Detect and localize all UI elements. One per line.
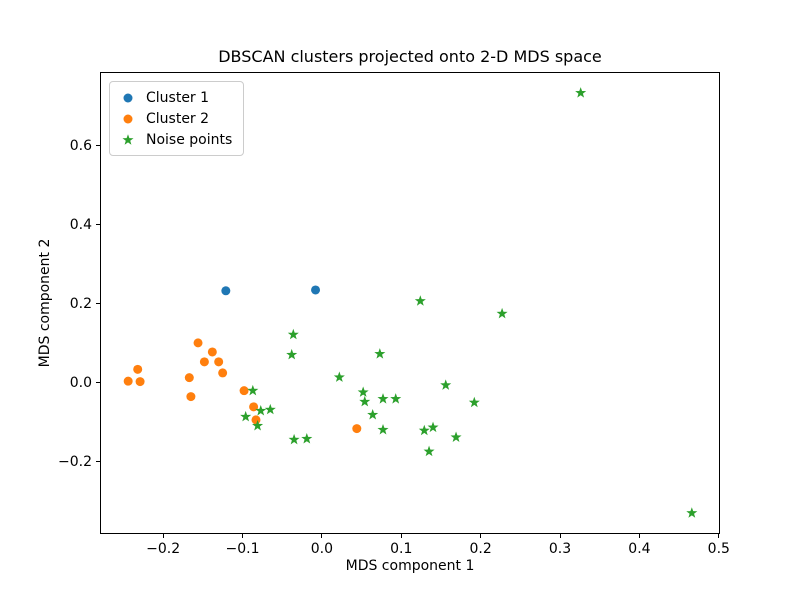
legend-item-noise-points: Noise points xyxy=(117,129,232,150)
y-tick-label: 0.6 xyxy=(69,137,92,154)
point-noise-points xyxy=(418,424,430,436)
point-cluster-2 xyxy=(184,373,194,383)
point-cluster-2 xyxy=(218,368,228,378)
legend-label: Cluster 2 xyxy=(146,110,210,127)
x-tick-label: 0.2 xyxy=(469,541,492,557)
point-noise-points xyxy=(333,371,345,382)
point-cluster-2 xyxy=(186,392,196,402)
point-noise-points xyxy=(686,507,698,518)
point-noise-points xyxy=(377,393,389,404)
x-tick-label: 0.0 xyxy=(310,541,333,557)
x-tick-label: 0.4 xyxy=(628,541,651,557)
cluster-1-legend-marker-icon xyxy=(123,93,133,102)
legend-label: Cluster 1 xyxy=(146,89,210,106)
x-tick-mark xyxy=(162,534,164,538)
plot-area: Cluster 1 Cluster 2 Noise points xyxy=(100,72,720,534)
x-axis-label: MDS component 1 xyxy=(345,558,475,574)
x-tick-label: −0.1 xyxy=(225,541,260,557)
point-noise-points xyxy=(357,386,369,397)
point-noise-points xyxy=(367,408,379,420)
point-cluster-2 xyxy=(133,364,143,374)
y-axis-label: MDS component 2 xyxy=(37,238,53,368)
x-tick-mark xyxy=(559,534,561,538)
point-noise-points xyxy=(252,420,264,431)
x-tick-label: 0.5 xyxy=(707,541,730,557)
cluster-2-legend-marker-icon xyxy=(123,114,133,123)
point-cluster-2 xyxy=(352,424,362,434)
point-noise-points xyxy=(247,384,259,396)
point-cluster-2 xyxy=(239,386,249,396)
scatter-svg xyxy=(123,87,698,518)
x-tick-mark xyxy=(400,534,402,538)
point-noise-points xyxy=(468,396,480,408)
x-tick-mark xyxy=(241,534,243,538)
point-noise-points xyxy=(286,348,298,360)
point-noise-points xyxy=(377,423,389,435)
point-noise-points xyxy=(240,410,252,422)
x-tick-label: 0.1 xyxy=(390,541,413,557)
legend-label: Noise points xyxy=(146,131,233,148)
y-tick-label: 0.0 xyxy=(69,374,92,391)
x-tick-label: −0.2 xyxy=(146,541,181,557)
point-cluster-2 xyxy=(251,415,261,425)
point-noise-points xyxy=(450,431,462,442)
y-tick-label: −0.2 xyxy=(58,453,92,470)
point-noise-points xyxy=(440,379,452,390)
point-cluster-1 xyxy=(311,285,321,295)
chart-title: DBSCAN clusters projected onto 2-D MDS s… xyxy=(218,47,602,66)
point-noise-points xyxy=(390,393,402,404)
point-cluster-1 xyxy=(221,286,231,296)
point-noise-points xyxy=(423,445,435,457)
legend: Cluster 1 Cluster 2 Noise points xyxy=(109,81,245,156)
point-cluster-2 xyxy=(199,357,209,367)
point-noise-points xyxy=(359,395,371,407)
x-tick-mark xyxy=(638,534,640,538)
point-cluster-2 xyxy=(135,377,145,387)
point-noise-points xyxy=(255,405,267,416)
point-noise-points xyxy=(264,403,276,415)
y-tick-label: 0.4 xyxy=(69,216,92,233)
legend-item-cluster-2: Cluster 2 xyxy=(117,108,232,129)
point-noise-points xyxy=(288,433,300,445)
point-noise-points xyxy=(301,433,313,444)
point-noise-points xyxy=(414,295,426,306)
point-cluster-2 xyxy=(207,347,217,357)
point-cluster-2 xyxy=(193,338,203,348)
x-tick-label: 0.3 xyxy=(548,541,572,557)
point-cluster-2 xyxy=(123,376,133,386)
point-noise-points xyxy=(575,87,587,98)
point-noise-points xyxy=(496,307,508,319)
noise-points-legend-marker-icon xyxy=(122,133,134,145)
point-cluster-2 xyxy=(214,357,224,367)
point-noise-points xyxy=(287,328,299,340)
legend-item-cluster-1: Cluster 1 xyxy=(117,87,232,108)
x-tick-mark xyxy=(321,534,323,538)
point-noise-points xyxy=(374,348,386,359)
x-tick-mark xyxy=(718,534,720,538)
x-tick-mark xyxy=(480,534,482,538)
point-noise-points xyxy=(427,421,439,433)
